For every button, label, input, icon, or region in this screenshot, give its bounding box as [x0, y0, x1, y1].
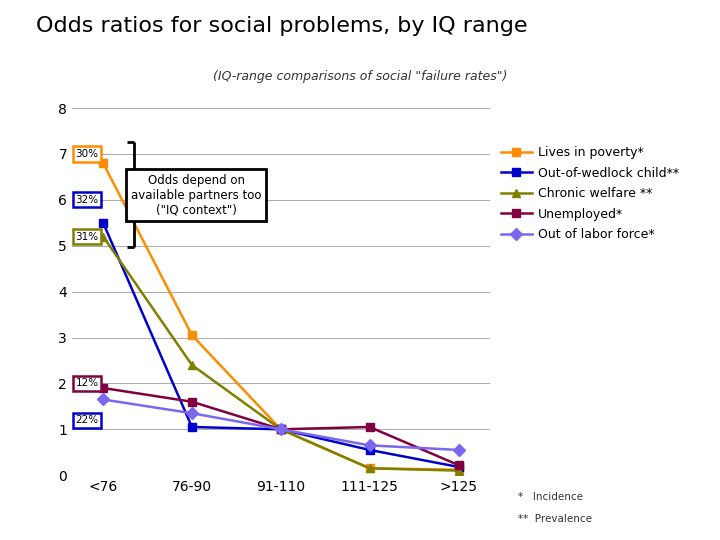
- Unemployed*: [365, 424, 374, 430]
- Unemployed*: [454, 462, 463, 468]
- Text: 30%: 30%: [76, 149, 99, 159]
- Unemployed*: [99, 384, 107, 391]
- Out of labor force*: [276, 426, 285, 433]
- Line: Out-of-wedlock child**: Out-of-wedlock child**: [99, 219, 463, 471]
- Text: 22%: 22%: [76, 415, 99, 425]
- Lives in poverty*: [454, 467, 463, 473]
- Text: *   Incidence: * Incidence: [518, 492, 583, 502]
- Out of labor force*: [454, 447, 463, 453]
- Chronic welfare **: [276, 426, 285, 433]
- Text: 12%: 12%: [76, 379, 99, 388]
- Out-of-wedlock child**: [276, 426, 285, 433]
- Text: 31%: 31%: [76, 232, 99, 241]
- Out of labor force*: [188, 410, 197, 416]
- Out of labor force*: [365, 442, 374, 449]
- Text: **  Prevalence: ** Prevalence: [518, 514, 593, 524]
- Text: Odds ratios for social problems, by IQ range: Odds ratios for social problems, by IQ r…: [36, 16, 528, 36]
- Lives in poverty*: [99, 160, 107, 166]
- Lives in poverty*: [365, 465, 374, 471]
- Out-of-wedlock child**: [454, 464, 463, 470]
- Out-of-wedlock child**: [365, 447, 374, 453]
- Chronic welfare **: [365, 465, 374, 471]
- Out of labor force*: [99, 396, 107, 403]
- Out-of-wedlock child**: [188, 424, 197, 430]
- Lives in poverty*: [188, 332, 197, 339]
- Unemployed*: [188, 399, 197, 405]
- Lives in poverty*: [276, 426, 285, 433]
- Chronic welfare **: [188, 362, 197, 368]
- Text: (IQ-range comparisons of social "failure rates"): (IQ-range comparisons of social "failure…: [213, 70, 507, 83]
- Line: Out of labor force*: Out of labor force*: [99, 395, 463, 454]
- Unemployed*: [276, 426, 285, 433]
- Chronic welfare **: [454, 467, 463, 474]
- Text: Odds depend on
available partners too
("IQ context"): Odds depend on available partners too ("…: [131, 174, 261, 217]
- Line: Lives in poverty*: Lives in poverty*: [99, 159, 463, 474]
- Legend: Lives in poverty*, Out-of-wedlock child**, Chronic welfare **, Unemployed*, Out : Lives in poverty*, Out-of-wedlock child*…: [496, 141, 685, 246]
- Line: Chronic welfare **: Chronic welfare **: [99, 232, 463, 475]
- Line: Unemployed*: Unemployed*: [99, 384, 463, 469]
- Chronic welfare **: [99, 233, 107, 240]
- Text: 32%: 32%: [76, 195, 99, 205]
- Out-of-wedlock child**: [99, 219, 107, 226]
